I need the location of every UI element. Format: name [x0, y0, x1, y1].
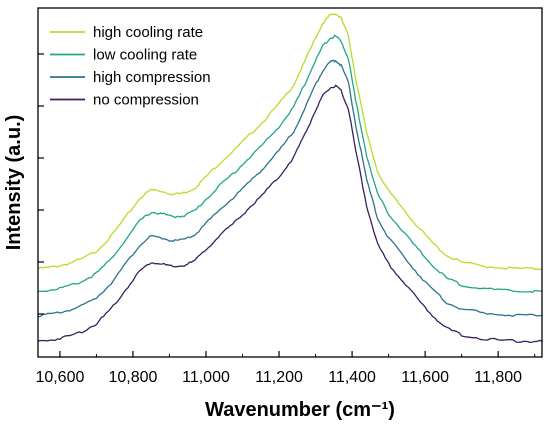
- x-tick-label: 11,400: [328, 369, 376, 386]
- x-axis-title: Wavenumber (cm⁻¹): [205, 399, 395, 421]
- x-tick-label: 10,600: [35, 369, 84, 386]
- series-line-1: [37, 13, 543, 271]
- ticks-layer: 10,600 10,800 11,000 11,200 11,400 11,600 11,8…: [35, 53, 536, 386]
- x-tick-label: 11,200: [255, 369, 303, 386]
- legend-label: no compression: [93, 92, 199, 109]
- series-line-4: [37, 84, 543, 344]
- legend-label: low cooling rate: [93, 47, 197, 64]
- x-tick-label: 11,600: [401, 369, 449, 386]
- series-line-2: [37, 34, 543, 293]
- series-line-3: [37, 59, 543, 318]
- series-layer: [37, 13, 543, 344]
- x-tick-label: 11,800: [474, 369, 522, 386]
- y-axis-title: Intensity (a.u.): [3, 115, 25, 251]
- plot-frame: [37, 7, 543, 358]
- legend-label: high compression: [93, 69, 211, 86]
- x-tick-label: 10,800: [108, 369, 157, 386]
- legend-label: high cooling rate: [93, 24, 203, 41]
- x-tick-label: 11,000: [182, 369, 230, 386]
- legend: high cooling rate low cooling rate high co…: [50, 24, 211, 109]
